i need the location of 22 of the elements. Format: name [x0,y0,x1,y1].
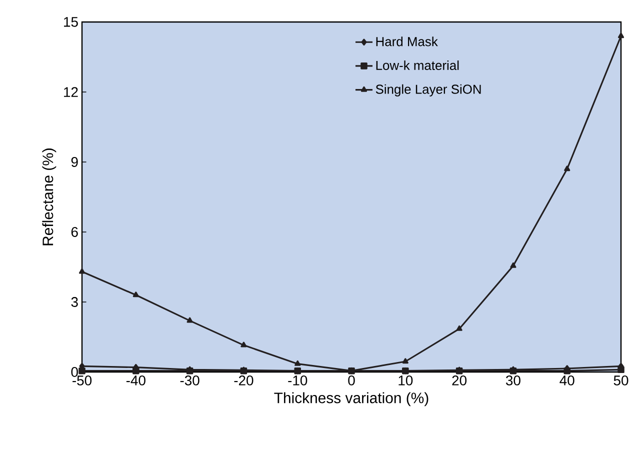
x-tick-label: 40 [560,376,574,386]
y-tick-label: 15 [64,17,78,27]
legend-label: Low-k material [376,60,459,70]
legend-label: Single Layer SiON [376,84,481,96]
y-tick-label: 6 [71,227,78,237]
x-tick-label: 50 [614,376,628,386]
x-tick-label: 10 [398,376,413,386]
x-tick-label: 20 [452,376,467,386]
x-tick-label: -10 [288,376,308,386]
x-axis-title: Thickness variation (%) [274,392,428,406]
y-tick-label: 12 [64,87,78,97]
x-tick-label: 30 [506,376,520,386]
x-tick-label: -20 [234,376,254,386]
x-tick-label: -30 [180,376,200,386]
x-tick-label: -40 [126,376,146,386]
x-tick-label: -50 [72,376,92,386]
legend-label: Hard Mask [376,36,438,46]
y-tick-label: 0 [71,367,78,377]
y-axis-title: Reflectane (%) [42,148,56,246]
y-tick-label: 3 [71,297,78,307]
x-tick-label: 0 [348,376,355,386]
y-tick-label: 9 [71,157,78,167]
